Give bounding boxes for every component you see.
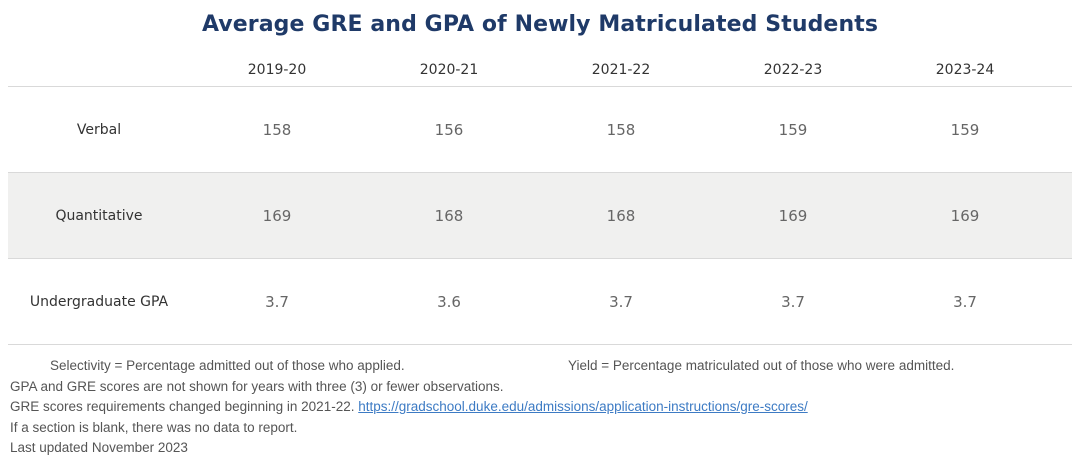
row-label-undergraduate-gpa: Undergraduate GPA — [29, 293, 169, 310]
column-header-2019-20: 2019-20 — [247, 62, 307, 78]
cell-verbal-2019-20: 158 — [262, 120, 292, 139]
column-header-2022-23: 2022-23 — [763, 62, 823, 78]
column-header-2023-24: 2023-24 — [935, 62, 995, 78]
cell-gpa-2020-21: 3.6 — [437, 292, 461, 311]
blank-section-note: If a section is blank, there was no data… — [10, 419, 298, 435]
table-row-verbal: Verbal 158 156 158 159 159 — [8, 87, 1072, 173]
cell-verbal-2021-22: 158 — [606, 120, 636, 139]
row-label-quantitative: Quantitative — [55, 207, 143, 224]
cell-verbal-2023-24: 159 — [950, 120, 980, 139]
cell-quantitative-2019-20: 169 — [262, 206, 292, 225]
table-row-quantitative: Quantitative 169 168 168 169 169 — [8, 173, 1072, 259]
column-header-2020-21: 2020-21 — [419, 62, 479, 78]
cell-quantitative-2021-22: 168 — [606, 206, 636, 225]
row-label-verbal: Verbal — [76, 121, 122, 138]
gpa-gre-note: GPA and GRE scores are not shown for yea… — [10, 378, 504, 394]
cell-verbal-2022-23: 159 — [778, 120, 808, 139]
footnotes: Selectivity = Percentage admitted out of… — [10, 356, 1070, 459]
gre-change-note: GRE scores requirements changed beginnin… — [10, 399, 355, 414]
chart-title: Average GRE and GPA of Newly Matriculate… — [201, 12, 879, 37]
gre-change-line: GRE scores requirements changed beginnin… — [10, 397, 1070, 418]
data-table: 2019-20 2020-21 2021-22 2022-23 2023-24 … — [8, 54, 1072, 345]
column-header-2021-22: 2021-22 — [591, 62, 651, 78]
gre-scores-link[interactable]: https://gradschool.duke.edu/admissions/a… — [358, 399, 808, 414]
selectivity-note: Selectivity = Percentage admitted out of… — [50, 358, 405, 373]
cell-quantitative-2022-23: 169 — [778, 206, 808, 225]
cell-gpa-2021-22: 3.7 — [609, 292, 633, 311]
cell-gpa-2019-20: 3.7 — [265, 292, 289, 311]
cell-quantitative-2023-24: 169 — [950, 206, 980, 225]
table-header-row: 2019-20 2020-21 2021-22 2022-23 2023-24 — [8, 54, 1072, 87]
cell-gpa-2023-24: 3.7 — [953, 292, 977, 311]
table-row-undergraduate-gpa: Undergraduate GPA 3.7 3.6 3.7 3.7 3.7 — [8, 259, 1072, 345]
last-updated-note: Last updated November 2023 — [10, 440, 188, 455]
definitions-line: Selectivity = Percentage admitted out of… — [10, 356, 1070, 377]
cell-quantitative-2020-21: 168 — [434, 206, 464, 225]
cell-gpa-2022-23: 3.7 — [781, 292, 805, 311]
cell-verbal-2020-21: 156 — [434, 120, 464, 139]
yield-note: Yield = Percentage matriculated out of t… — [568, 358, 955, 373]
